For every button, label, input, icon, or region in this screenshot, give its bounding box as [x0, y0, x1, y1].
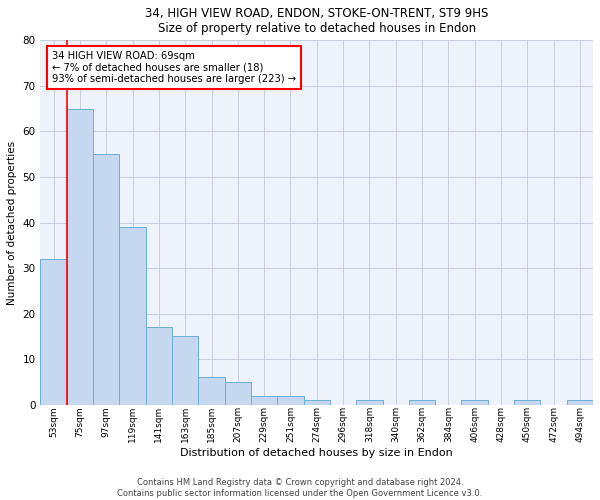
- Bar: [567, 400, 593, 404]
- Bar: [461, 400, 488, 404]
- X-axis label: Distribution of detached houses by size in Endon: Distribution of detached houses by size …: [181, 448, 453, 458]
- Title: 34, HIGH VIEW ROAD, ENDON, STOKE-ON-TRENT, ST9 9HS
Size of property relative to : 34, HIGH VIEW ROAD, ENDON, STOKE-ON-TREN…: [145, 7, 488, 35]
- Bar: [119, 227, 146, 404]
- Bar: [277, 396, 304, 404]
- Y-axis label: Number of detached properties: Number of detached properties: [7, 140, 17, 304]
- Bar: [304, 400, 330, 404]
- Bar: [146, 328, 172, 404]
- Text: Contains HM Land Registry data © Crown copyright and database right 2024.
Contai: Contains HM Land Registry data © Crown c…: [118, 478, 482, 498]
- Bar: [409, 400, 435, 404]
- Bar: [67, 108, 93, 405]
- Bar: [356, 400, 383, 404]
- Bar: [172, 336, 199, 404]
- Bar: [224, 382, 251, 404]
- Bar: [40, 259, 67, 404]
- Bar: [199, 378, 224, 404]
- Text: 34 HIGH VIEW ROAD: 69sqm
← 7% of detached houses are smaller (18)
93% of semi-de: 34 HIGH VIEW ROAD: 69sqm ← 7% of detache…: [52, 51, 296, 84]
- Bar: [251, 396, 277, 404]
- Bar: [93, 154, 119, 405]
- Bar: [514, 400, 541, 404]
